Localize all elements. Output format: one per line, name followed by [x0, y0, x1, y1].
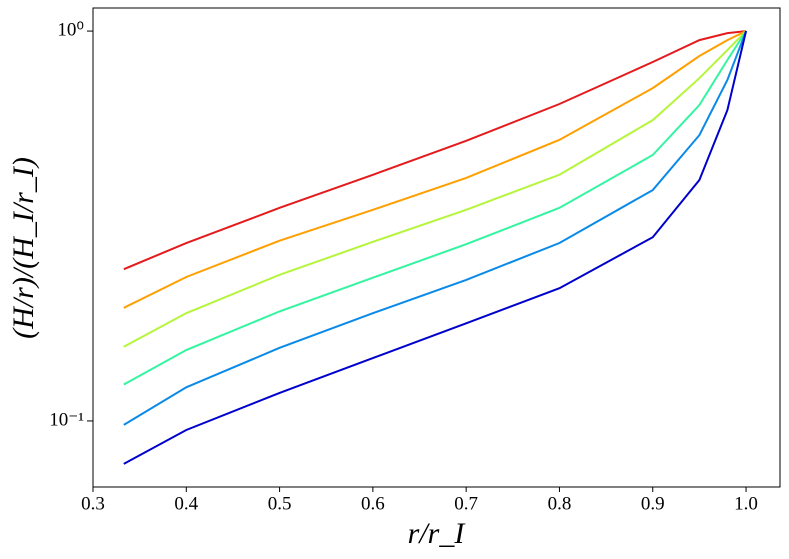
x-tick-label: 0.4	[174, 493, 198, 514]
line-series	[123, 30, 747, 426]
y-axis-label: (H/r)/(H_I/r_I)	[7, 157, 40, 339]
x-tick-label: 0.7	[454, 493, 478, 514]
x-tick-label: 0.5	[268, 493, 292, 514]
y-tick-label: 10⁰	[57, 19, 84, 40]
line-series	[123, 30, 747, 386]
x-tick-label: 0.3	[81, 493, 105, 514]
x-tick-label: 0.9	[641, 493, 665, 514]
plot-frame	[92, 7, 781, 488]
x-tick-label: 0.6	[361, 493, 385, 514]
line-series	[123, 30, 748, 465]
x-tick-label: 1.0	[734, 493, 758, 514]
line-series	[123, 30, 747, 271]
line-series	[123, 30, 747, 348]
x-tick-label: 0.8	[548, 493, 572, 514]
line-series	[123, 30, 747, 309]
x-axis-label: r/r_I	[408, 517, 467, 550]
y-tick-label: 10⁻¹	[49, 409, 84, 430]
